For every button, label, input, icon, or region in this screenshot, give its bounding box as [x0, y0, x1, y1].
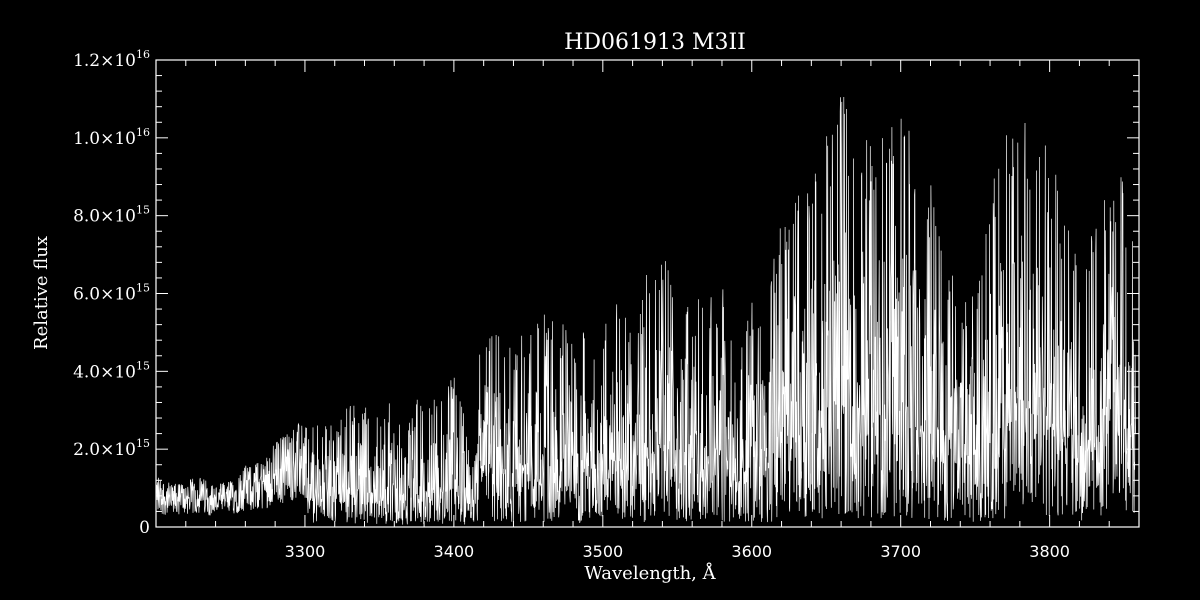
x-tick-label: 3600 [731, 542, 772, 561]
y-tick-label: 1.2×1016 [73, 48, 150, 71]
spectrum-series [155, 96, 1137, 525]
x-tick-label: 3500 [582, 542, 623, 561]
y-tick-label: 8.0×1015 [73, 204, 150, 227]
x-tick-label: 3400 [434, 542, 475, 561]
axes: 3300 3400 3500 3600 3700 3800 0 2.0×1015 4.0×101… [73, 48, 1140, 561]
chart-title: HD061913 M3II [564, 30, 746, 55]
x-tick-label: 3700 [880, 542, 921, 561]
x-tick-label: 3800 [1029, 542, 1070, 561]
y-tick-label: 4.0×1015 [73, 359, 150, 382]
x-axis-label: Wavelength, Å [584, 562, 716, 584]
y-tick-label: 6.0×1015 [73, 282, 150, 305]
y-tick-label: 1.0×1016 [73, 126, 150, 149]
y-tick-label: 2.0×1015 [73, 437, 150, 460]
spectrum-line [155, 96, 1137, 525]
y-axis-label: Relative flux [31, 236, 52, 350]
y-tick-label: 0 [139, 518, 150, 538]
x-tick-label: 3300 [285, 542, 326, 561]
